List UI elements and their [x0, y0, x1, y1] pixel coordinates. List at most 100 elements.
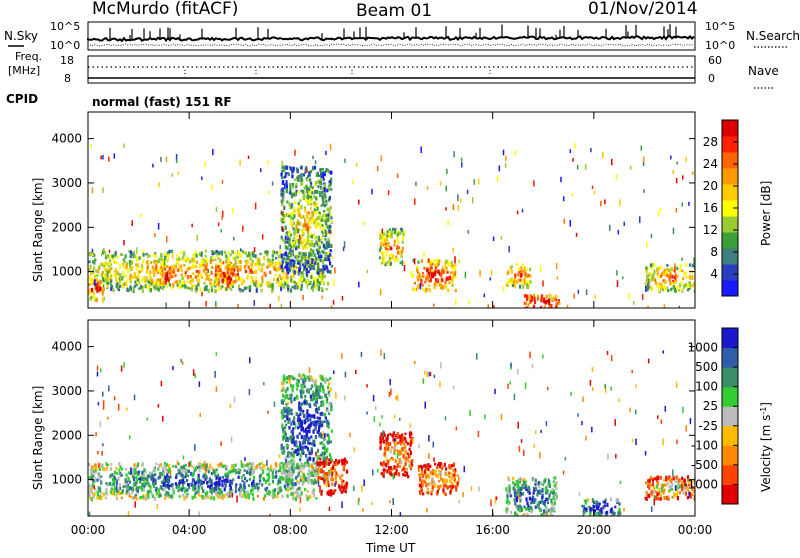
- echo-cell: [320, 259, 322, 262]
- echo-speckle: [402, 260, 404, 266]
- echo-speckle: [377, 469, 379, 473]
- echo-cell: [167, 485, 169, 488]
- echo-cell: [423, 267, 425, 270]
- echo-cell: [126, 285, 128, 288]
- echo-cell: [325, 450, 327, 453]
- echo-speckle: [107, 417, 109, 420]
- echo-cell: [300, 454, 302, 457]
- echo-cell: [290, 478, 292, 482]
- echo-cell: [213, 469, 215, 473]
- echo-cell: [550, 509, 552, 513]
- echo-cell: [555, 487, 557, 490]
- echo-cell: [249, 289, 251, 292]
- echo-cell: [181, 269, 183, 272]
- echo-cell: [322, 447, 324, 450]
- echo-cell: [171, 275, 173, 278]
- echo-cell: [427, 483, 429, 486]
- echo-cell: [165, 491, 167, 495]
- echo-speckle: [616, 270, 618, 275]
- nsky-line: [88, 36, 694, 41]
- echo-cell: [240, 260, 242, 264]
- echo-cell: [454, 266, 456, 270]
- echo-cell: [550, 499, 552, 503]
- echo-cell: [433, 259, 435, 262]
- echo-cell: [149, 273, 151, 276]
- echo-cell: [667, 481, 669, 484]
- echo-cell: [277, 492, 279, 495]
- echo-cell: [528, 297, 530, 301]
- echo-cell: [234, 464, 236, 467]
- echo-speckle: [505, 163, 507, 168]
- echo-cell: [286, 381, 288, 383]
- echo-cell: [659, 285, 661, 288]
- echo-cell: [298, 178, 300, 181]
- echo-cell: [104, 268, 106, 272]
- echo-cell: [315, 425, 317, 429]
- echo-cell: [273, 266, 275, 269]
- echo-cell: [156, 270, 158, 272]
- echo-cell: [328, 258, 330, 261]
- echo-cell: [288, 451, 290, 455]
- echo-speckle: [208, 269, 210, 273]
- echo-speckle: [420, 283, 422, 290]
- echo-cell: [217, 495, 219, 499]
- echo-cell: [105, 273, 107, 277]
- echo-cell: [444, 265, 446, 269]
- echo-cell: [167, 251, 169, 254]
- echo-cell: [541, 488, 543, 492]
- echo-cell: [260, 289, 262, 292]
- echo-cell: [402, 467, 404, 470]
- echo-cell: [405, 462, 407, 466]
- echo-cell: [265, 480, 267, 484]
- echo-cell: [192, 264, 194, 268]
- echo-speckle: [415, 182, 417, 186]
- echo-cell: [329, 403, 331, 407]
- echo-cell: [304, 441, 306, 444]
- echo-cell: [523, 278, 525, 281]
- echo-speckle: [282, 226, 284, 231]
- echo-cell: [674, 277, 676, 280]
- echo-cell: [646, 491, 648, 495]
- echo-cell: [295, 247, 297, 250]
- echo-cell: [303, 228, 305, 231]
- echo-cell: [160, 485, 162, 489]
- nsky-label: N.Sky: [4, 29, 38, 43]
- echo-cell: [144, 478, 146, 481]
- echo-cell: [451, 477, 453, 481]
- echo-cell: [522, 492, 524, 496]
- echo-cell: [326, 288, 328, 290]
- echo-speckle: [688, 492, 690, 498]
- echo-cell: [452, 275, 454, 278]
- echo-speckle: [333, 279, 335, 286]
- echo-speckle: [574, 294, 576, 299]
- echo-cell: [452, 284, 454, 287]
- echo-cell: [338, 460, 340, 464]
- echo-speckle: [100, 368, 102, 372]
- echo-speckle: [381, 155, 383, 161]
- echo-cell: [278, 255, 280, 258]
- echo-speckle: [382, 254, 384, 261]
- echo-cell: [228, 256, 230, 260]
- echo-cell: [299, 222, 301, 226]
- echo-cell: [293, 264, 295, 267]
- echo-speckle: [334, 483, 336, 487]
- echo-cell: [281, 254, 283, 258]
- echo-cell: [301, 277, 303, 281]
- echo-speckle: [595, 295, 597, 299]
- echo-cell: [323, 267, 325, 270]
- echo-cell: [125, 282, 127, 285]
- echo-cell: [292, 183, 294, 186]
- echo-cell: [105, 497, 107, 500]
- echo-cell: [243, 474, 245, 476]
- echo-cell: [262, 477, 264, 479]
- echo-cell: [295, 266, 297, 269]
- echo-cell: [546, 492, 548, 494]
- echo-cell: [527, 285, 529, 289]
- echo-cell: [658, 267, 660, 271]
- echo-speckle: [121, 366, 123, 372]
- echo-speckle: [319, 485, 321, 489]
- echo-cell: [551, 488, 553, 491]
- echo-speckle: [281, 211, 283, 216]
- echo-speckle: [592, 367, 594, 372]
- echo-cell: [680, 264, 682, 267]
